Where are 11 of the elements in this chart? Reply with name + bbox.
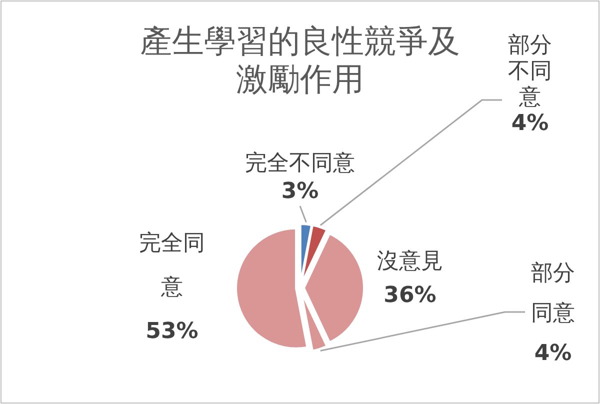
- data-label: 3%: [281, 179, 319, 204]
- slice-label: 完全不同意: [245, 151, 355, 176]
- chart-title: 產生學習的良性競爭及激勵作用: [140, 22, 460, 98]
- data-label: 53%: [146, 319, 198, 344]
- slice-label: 部分不同意: [508, 33, 552, 110]
- data-label: 4%: [534, 341, 572, 366]
- data-label: 4%: [511, 111, 549, 136]
- slice-label: 沒意見: [377, 249, 443, 274]
- slice-label: 部分同意: [531, 261, 575, 326]
- data-label: 36%: [384, 283, 436, 308]
- slice-label: 完全同意: [139, 231, 205, 300]
